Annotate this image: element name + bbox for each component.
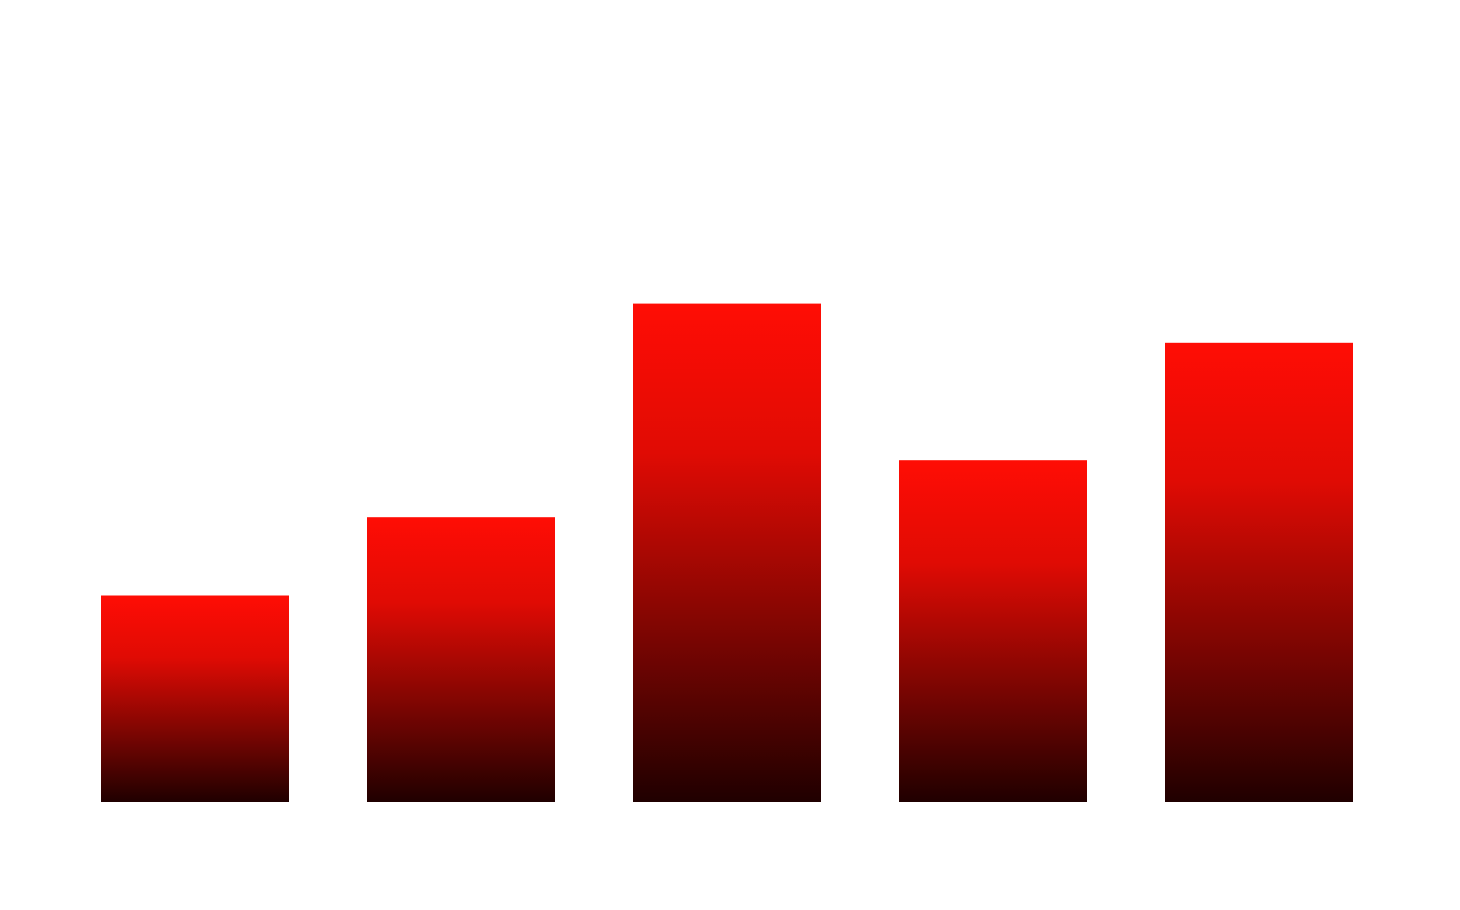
bar-1: [101, 595, 289, 802]
bar-4: [899, 460, 1087, 802]
bar-3: [633, 303, 821, 802]
bar-5: [1165, 342, 1353, 802]
bars-group: [101, 303, 1353, 802]
bar-2: [367, 517, 555, 802]
